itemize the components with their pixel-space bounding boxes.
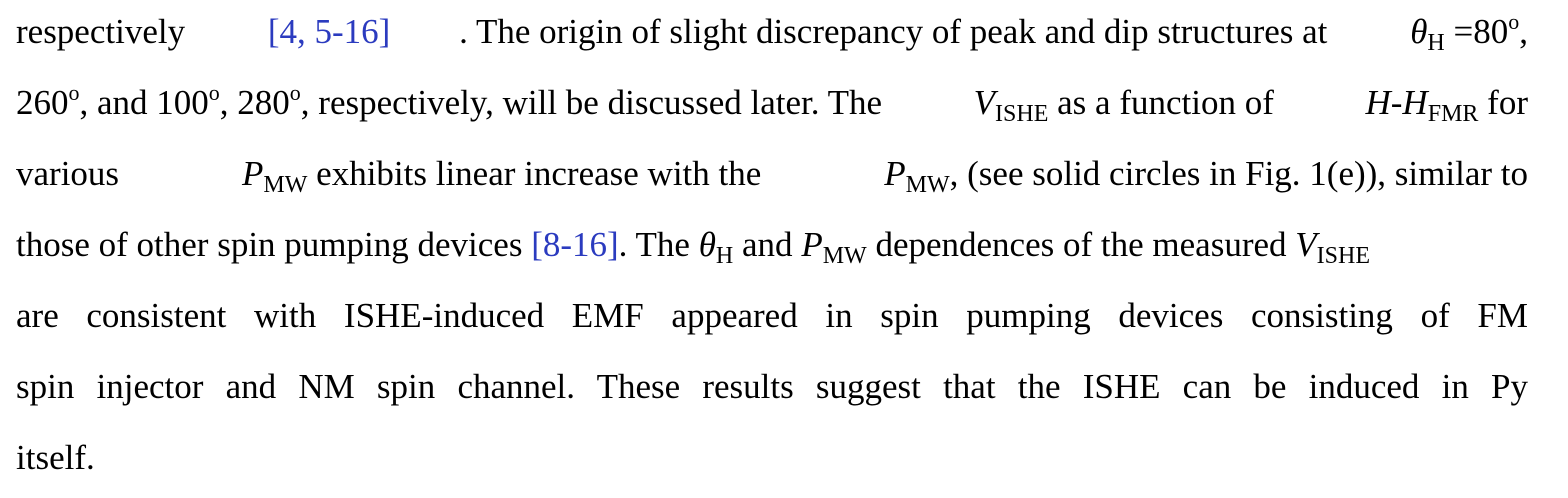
text-run: those of other spin pumping devices — [16, 225, 523, 264]
text-run: itself. — [16, 438, 95, 477]
theta-h-symbol: θH =80o, — [1410, 9, 1528, 56]
p-mw-symbol: PMW dependences of the measured — [801, 225, 1287, 269]
text-line-2: 260o, and 100o, 280o, respectively, will… — [16, 80, 1528, 127]
text-run: are consistent with ISHE-induced EMF app… — [16, 296, 1528, 335]
text-run: . The — [618, 225, 690, 264]
p-mw-symbol: PMW, (see solid circles in Fig. 1(e)), s… — [884, 154, 1528, 198]
p-mw-symbol: PMW exhibits linear increase with the — [242, 154, 762, 198]
text-line-1: respectively [4, 5-16] . The origin of s… — [16, 9, 1528, 56]
citation-link[interactable]: [4, 5-16] — [267, 12, 391, 51]
text-line-6: spin injector and NM spin channel. These… — [16, 365, 1528, 409]
text-line-3: various PMW exhibits linear increase wit… — [16, 152, 1528, 198]
v-ishe-symbol: VISHE — [1295, 225, 1370, 269]
word: various — [16, 154, 120, 193]
citation-link[interactable]: [8-16] — [531, 225, 619, 264]
theta-h-symbol: θH and — [698, 225, 793, 269]
v-ishe-symbol: VISHE as a function of — [973, 83, 1274, 127]
text-run: . The origin of slight discrepancy of pe… — [459, 12, 1328, 51]
h-hfmr-symbol: H-HFMR for — [1365, 83, 1528, 127]
text-line-4: those of other spin pumping devices [8-1… — [16, 223, 1528, 269]
text-line-7: itself. — [16, 436, 1528, 480]
text-line-5: are consistent with ISHE-induced EMF app… — [16, 294, 1528, 338]
angle-values: 260o, and 100o, 280o, respectively, will… — [16, 80, 883, 123]
word: respectively — [16, 12, 186, 51]
text-run: spin injector and NM spin channel. These… — [16, 367, 1528, 406]
